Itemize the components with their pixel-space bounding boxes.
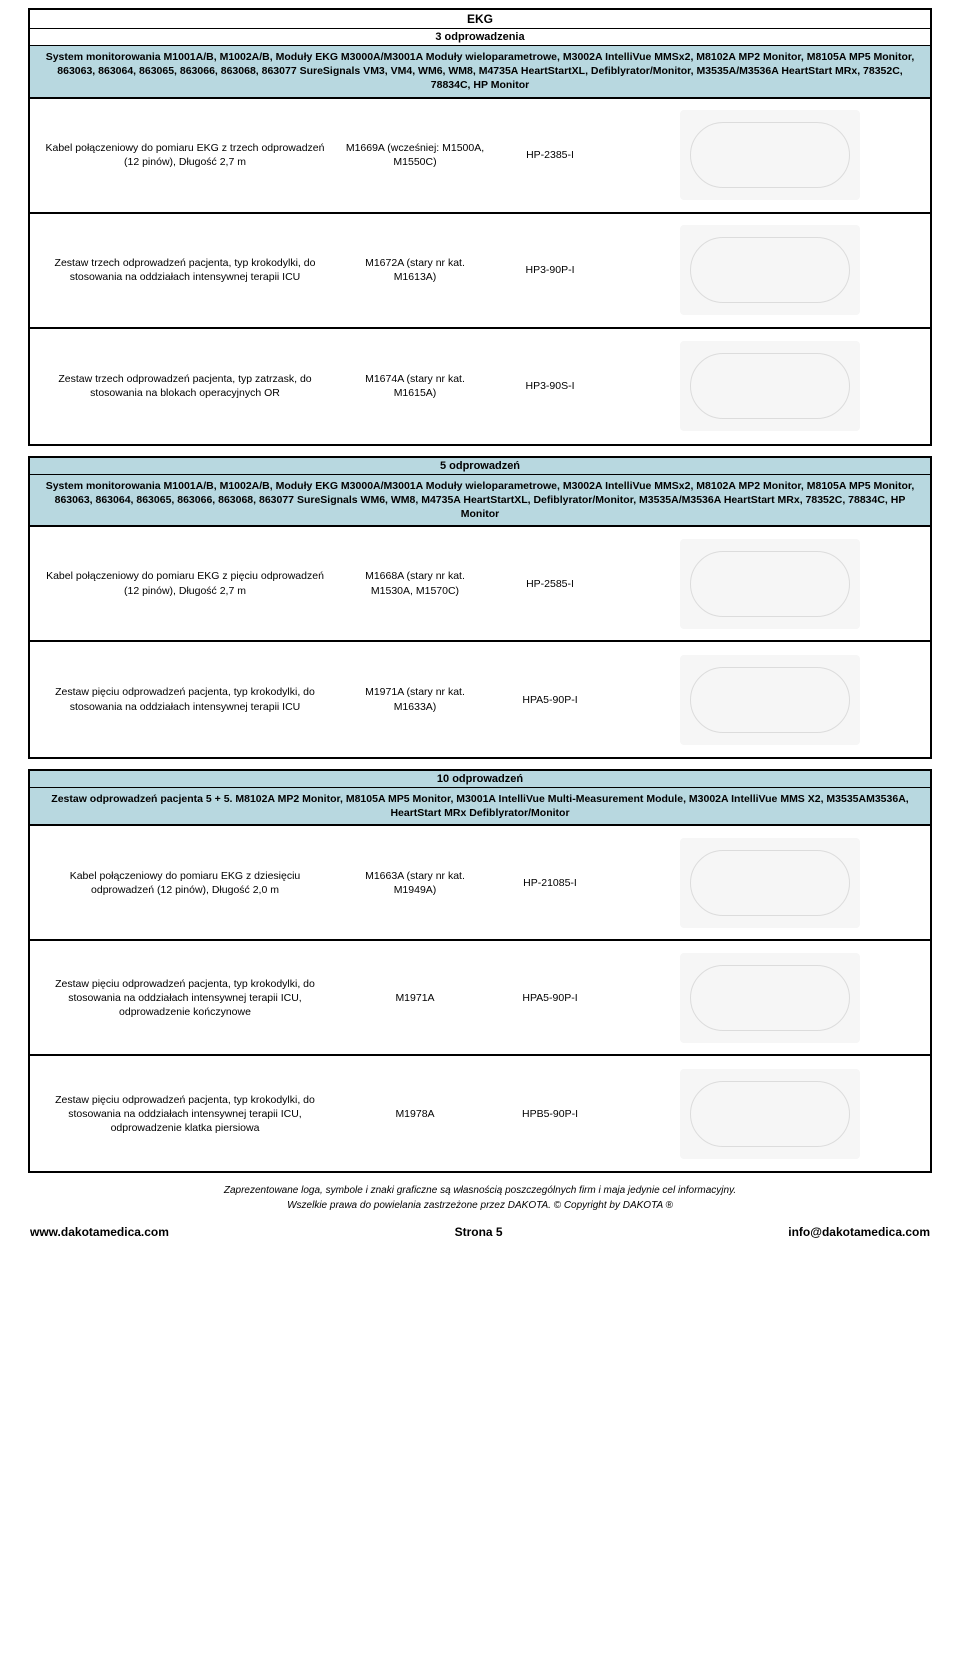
product-image <box>680 539 860 629</box>
cell-desc: Kabel połączeniowy do pomiaru EKG z trze… <box>30 135 340 175</box>
product-image <box>680 838 860 928</box>
cell-ref: M1971A (stary nr kat. M1633A) <box>340 679 490 719</box>
cell-image <box>610 833 930 933</box>
page-number: Strona 5 <box>455 1225 503 1239</box>
section-subtitle: 5 odprowadzeń <box>30 458 930 475</box>
footer-notes: Zaprezentowane loga, symbole i znaki gra… <box>28 1183 932 1213</box>
section-ekg-3: EKG 3 odprowadzenia System monitorowania… <box>28 8 932 446</box>
cell-ref: M1978A <box>340 1101 490 1127</box>
product-image <box>680 225 860 315</box>
cell-code: HPA5-90P-I <box>490 986 610 1010</box>
cell-desc: Zestaw trzech odprowadzeń pacjenta, typ … <box>30 250 340 290</box>
section-ekg-10: 10 odprowadzeń Zestaw odprowadzeń pacjen… <box>28 769 932 1173</box>
cell-desc: Zestaw pięciu odprowadzeń pacjenta, typ … <box>30 679 340 719</box>
footer-line1: Zaprezentowane loga, symbole i znaki gra… <box>28 1183 932 1198</box>
product-image <box>680 341 860 431</box>
cell-code: HPA5-90P-I <box>490 688 610 712</box>
cell-ref: M1669A (wcześniej: M1500A, M1550C) <box>340 135 490 175</box>
product-image <box>680 110 860 200</box>
cell-code: HP-2585-I <box>490 572 610 596</box>
product-image <box>680 655 860 745</box>
section-subtitle: 10 odprowadzeń <box>30 771 930 788</box>
cell-ref: M1674A (stary nr kat. M1615A) <box>340 366 490 406</box>
cell-code: HP-21085-I <box>490 871 610 895</box>
section-header: System monitorowania M1001A/B, M1002A/B,… <box>30 46 930 99</box>
section-header: Zestaw odprowadzeń pacjenta 5 + 5. M8102… <box>30 788 930 824</box>
cell-image <box>610 105 930 205</box>
cell-desc: Zestaw pięciu odprowadzeń pacjenta, typ … <box>30 1087 340 1142</box>
cell-code: HP3-90S-I <box>490 374 610 398</box>
cell-ref: M1971A <box>340 985 490 1011</box>
site-url: www.dakotamedica.com <box>30 1225 169 1239</box>
cell-code: HP3-90P-I <box>490 258 610 282</box>
section-header: System monitorowania M1001A/B, M1002A/B,… <box>30 475 930 526</box>
table-row: Zestaw trzech odprowadzeń pacjenta, typ … <box>30 214 930 329</box>
section-subtitle: 3 odprowadzenia <box>30 29 930 46</box>
cell-image <box>610 336 930 436</box>
footer-line2: Wszelkie prawa do powielania zastrzeżone… <box>28 1198 932 1213</box>
table-row: Kabel połączeniowy do pomiaru EKG z trze… <box>30 99 930 214</box>
cell-ref: M1668A (stary nr kat. M1530A, M1570C) <box>340 563 490 603</box>
section-title: EKG <box>30 10 930 29</box>
cell-code: HP-2385-I <box>490 143 610 167</box>
cell-image <box>610 220 930 320</box>
section-ekg-5: 5 odprowadzeń System monitorowania M1001… <box>28 456 932 760</box>
table-row: Kabel połączeniowy do pomiaru EKG z dzie… <box>30 826 930 941</box>
table-row: Zestaw pięciu odprowadzeń pacjenta, typ … <box>30 1056 930 1171</box>
section-header-block: 5 odprowadzeń System monitorowania M1001… <box>30 458 930 528</box>
cell-image <box>610 1064 930 1164</box>
cell-image <box>610 650 930 750</box>
product-image <box>680 953 860 1043</box>
cell-code: HPB5-90P-I <box>490 1102 610 1126</box>
product-image <box>680 1069 860 1159</box>
cell-ref: M1672A (stary nr kat. M1613A) <box>340 250 490 290</box>
table-row: Kabel połączeniowy do pomiaru EKG z pięc… <box>30 527 930 642</box>
cell-image <box>610 948 930 1048</box>
table-row: Zestaw pięciu odprowadzeń pacjenta, typ … <box>30 941 930 1056</box>
cell-desc: Zestaw pięciu odprowadzeń pacjenta, typ … <box>30 971 340 1026</box>
cell-desc: Zestaw trzech odprowadzeń pacjenta, typ … <box>30 366 340 406</box>
table-row: Zestaw pięciu odprowadzeń pacjenta, typ … <box>30 642 930 757</box>
cell-desc: Kabel połączeniowy do pomiaru EKG z dzie… <box>30 863 340 903</box>
cell-desc: Kabel połączeniowy do pomiaru EKG z pięc… <box>30 563 340 603</box>
cell-image <box>610 534 930 634</box>
cell-ref: M1663A (stary nr kat. M1949A) <box>340 863 490 903</box>
table-row: Zestaw trzech odprowadzeń pacjenta, typ … <box>30 329 930 444</box>
contact-email: info@dakotamedica.com <box>788 1225 930 1239</box>
section-header-block: 10 odprowadzeń Zestaw odprowadzeń pacjen… <box>30 771 930 826</box>
bottom-bar: www.dakotamedica.com Strona 5 info@dakot… <box>28 1225 932 1245</box>
